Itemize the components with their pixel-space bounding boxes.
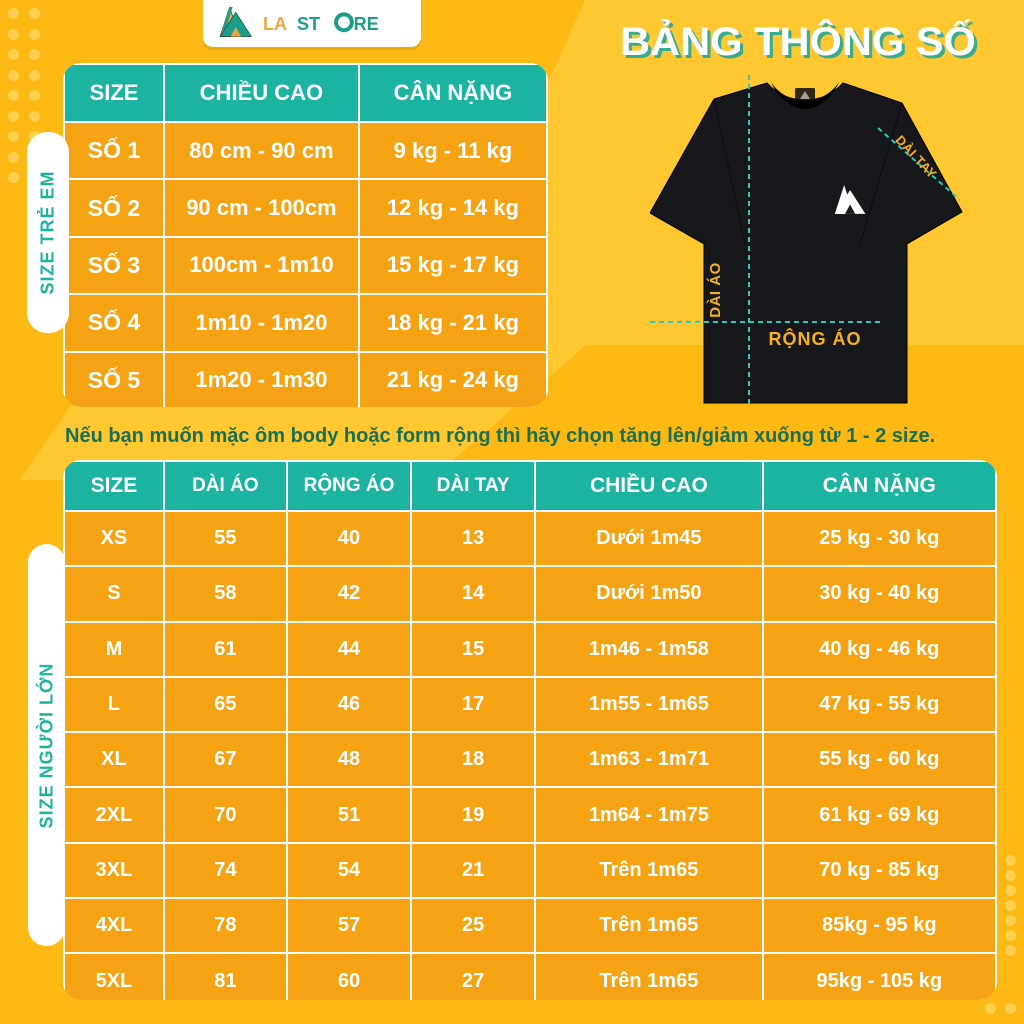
svg-text:DÀI ÁO: DÀI ÁO (707, 262, 724, 318)
svg-text:ST: ST (297, 14, 320, 34)
svg-text:RỘNG ÁO: RỘNG ÁO (768, 328, 861, 349)
svg-text:RE: RE (354, 14, 379, 34)
svg-text:LA: LA (263, 14, 287, 34)
